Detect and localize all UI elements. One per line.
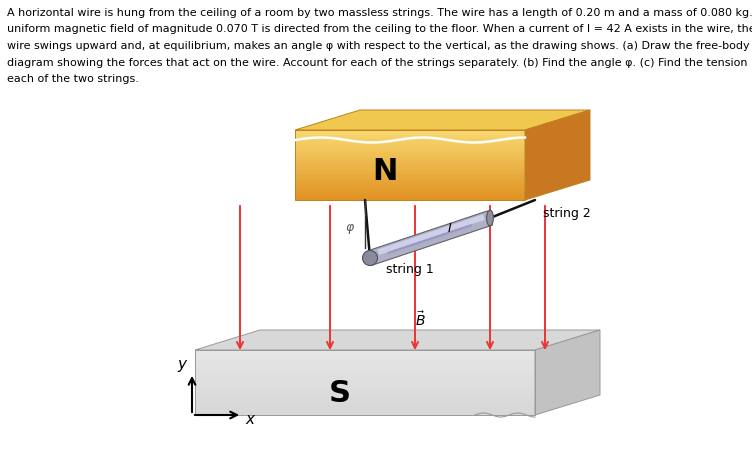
Polygon shape — [195, 369, 535, 373]
Text: x: x — [245, 413, 254, 428]
Polygon shape — [195, 405, 535, 408]
Text: diagram showing the forces that act on the wire. Account for each of the strings: diagram showing the forces that act on t… — [7, 57, 752, 68]
Polygon shape — [295, 141, 525, 144]
Polygon shape — [295, 170, 525, 172]
Polygon shape — [525, 110, 590, 200]
Polygon shape — [195, 366, 535, 369]
Polygon shape — [195, 389, 535, 392]
Text: A horizontal wire is hung from the ceiling of a room by two massless strings. Th: A horizontal wire is hung from the ceili… — [7, 8, 752, 18]
Polygon shape — [387, 224, 472, 254]
Polygon shape — [295, 146, 525, 149]
Polygon shape — [195, 360, 535, 363]
Polygon shape — [195, 376, 535, 379]
Polygon shape — [295, 193, 525, 196]
Polygon shape — [295, 135, 525, 137]
Text: string 1: string 1 — [386, 264, 434, 276]
Polygon shape — [295, 158, 525, 160]
Polygon shape — [295, 130, 525, 133]
Text: I: I — [448, 221, 452, 235]
Polygon shape — [295, 177, 525, 179]
Polygon shape — [295, 156, 525, 158]
Polygon shape — [295, 144, 525, 146]
Polygon shape — [295, 133, 525, 135]
Polygon shape — [295, 172, 525, 174]
Polygon shape — [295, 153, 525, 156]
Polygon shape — [195, 350, 535, 353]
Polygon shape — [295, 191, 525, 193]
Polygon shape — [295, 198, 525, 200]
Polygon shape — [195, 412, 535, 415]
Text: uniform magnetic field of magnitude 0.070 T is directed from the ceiling to the : uniform magnetic field of magnitude 0.07… — [7, 24, 752, 34]
Polygon shape — [195, 353, 535, 357]
Polygon shape — [295, 188, 525, 191]
Polygon shape — [195, 395, 535, 399]
Polygon shape — [295, 179, 525, 181]
Polygon shape — [195, 408, 535, 412]
Polygon shape — [368, 211, 493, 265]
Polygon shape — [295, 139, 525, 141]
Polygon shape — [295, 149, 525, 151]
Text: $\vec{B}$: $\vec{B}$ — [414, 311, 426, 329]
Polygon shape — [295, 184, 525, 186]
Text: wire swings upward and, at equilibrium, makes an angle φ with respect to the ver: wire swings upward and, at equilibrium, … — [7, 41, 750, 51]
Polygon shape — [195, 330, 600, 350]
Polygon shape — [195, 402, 535, 405]
Polygon shape — [378, 214, 485, 255]
Polygon shape — [195, 399, 535, 402]
Ellipse shape — [487, 210, 493, 226]
Polygon shape — [195, 373, 535, 376]
Polygon shape — [195, 392, 535, 395]
Text: N: N — [372, 157, 398, 187]
Circle shape — [362, 251, 378, 266]
Polygon shape — [295, 167, 525, 170]
Polygon shape — [195, 363, 535, 366]
Text: string 2: string 2 — [543, 206, 591, 219]
Polygon shape — [295, 137, 525, 139]
Polygon shape — [195, 357, 535, 360]
Polygon shape — [295, 165, 525, 167]
Polygon shape — [195, 379, 535, 383]
Text: S: S — [329, 378, 351, 407]
Polygon shape — [295, 160, 525, 163]
Text: each of the two strings.: each of the two strings. — [7, 74, 139, 84]
Polygon shape — [295, 181, 525, 184]
Polygon shape — [295, 110, 590, 130]
Text: y: y — [177, 358, 186, 373]
Polygon shape — [295, 163, 525, 165]
Polygon shape — [535, 330, 600, 415]
Polygon shape — [295, 186, 525, 188]
Polygon shape — [295, 151, 525, 153]
Polygon shape — [295, 196, 525, 198]
Text: φ: φ — [346, 221, 354, 235]
Polygon shape — [195, 386, 535, 389]
Polygon shape — [195, 383, 535, 386]
Polygon shape — [295, 174, 525, 177]
